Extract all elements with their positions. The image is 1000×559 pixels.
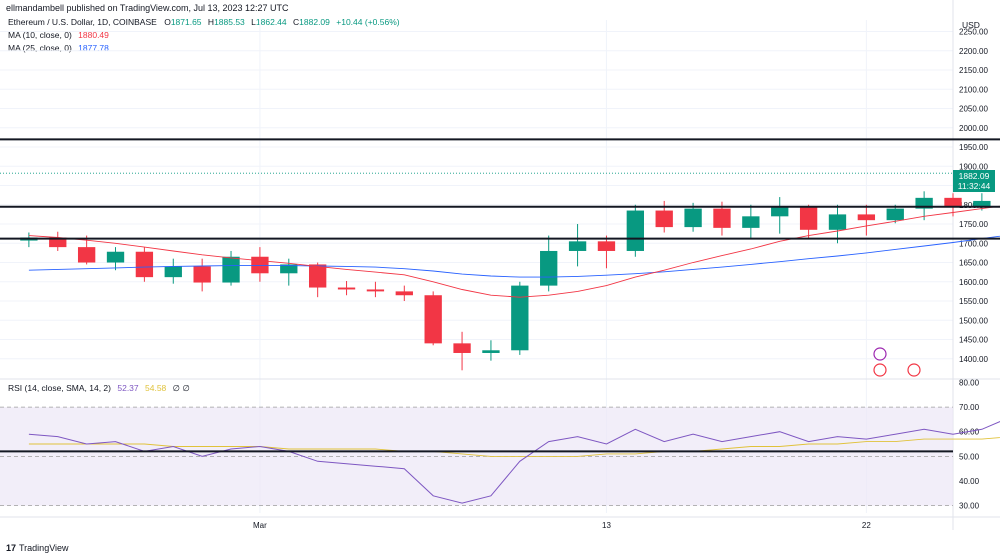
candle-body: [106, 251, 125, 263]
open-value: 1871.65: [170, 17, 202, 27]
flash-event-icon: [873, 347, 887, 361]
candle-body: [309, 264, 327, 288]
candle-body: [799, 206, 818, 230]
rsi-tick-label: 70.00: [959, 403, 980, 412]
ma10-line: [28, 205, 1000, 298]
candle-body: [49, 237, 67, 248]
us-flag-event-icon: [907, 363, 921, 377]
ma25-value: 1877.78: [78, 43, 109, 53]
candle-body: [135, 251, 154, 278]
candle-body: [771, 206, 789, 217]
candle-body: [395, 291, 413, 296]
rsi-tick-label: 80.00: [959, 378, 980, 387]
candle-body: [568, 241, 587, 251]
price-tick-label: 1650.00: [959, 259, 988, 268]
candle-body: [597, 241, 616, 251]
high-label: H: [207, 17, 215, 27]
ma25-line: [28, 235, 1000, 278]
candle-body: [828, 214, 847, 230]
price-tick-label: 1400.00: [959, 355, 988, 364]
close-value: 1882.09: [299, 17, 330, 27]
last-price-tag: 1882.09 11:32:44: [953, 170, 995, 192]
candle-body: [280, 264, 298, 274]
rsi-sma-line: [28, 437, 1000, 457]
candle-body: [973, 200, 991, 207]
candle-body: [857, 214, 876, 221]
rsi-sma-value: 54.58: [145, 383, 167, 393]
close-label: C: [293, 17, 300, 27]
candle-body: [511, 285, 529, 351]
price-tick-label: 1450.00: [959, 336, 988, 345]
price-tick-label: 1750.00: [959, 220, 988, 229]
countdown-timer: 11:32:44: [957, 181, 991, 191]
low-label: L: [251, 17, 256, 27]
rsi-line: [28, 420, 1000, 504]
price-tick-label: 2200.00: [959, 47, 988, 56]
ma25-label: MA (25, close, 0): [8, 43, 72, 53]
candle-body: [366, 289, 385, 292]
price-tick-label: 1550.00: [959, 297, 988, 306]
price-tick-label: 1600.00: [959, 278, 988, 287]
price-tick-label: 1500.00: [959, 316, 988, 325]
last-price-value: 1882.09: [958, 171, 990, 181]
price-tick-label: 2050.00: [959, 105, 988, 114]
ma10-label: MA (10, close, 0): [8, 30, 72, 40]
candle-body: [164, 266, 182, 278]
candle-body: [713, 208, 731, 228]
price-tick-label: 1900.00: [959, 162, 988, 171]
candle-body: [77, 247, 96, 263]
rsi-tick-label: 30.00: [959, 502, 980, 511]
date-tick-label: Mar: [253, 521, 267, 530]
candle-body: [915, 197, 933, 209]
candle-body: [886, 208, 904, 221]
rsi-extra: ∅ ∅: [172, 383, 190, 393]
candle-body: [655, 210, 673, 228]
candle-body: [684, 208, 702, 228]
ma10-legend[interactable]: MA (10, close, 0) 1880.49: [8, 30, 109, 40]
candle-body: [251, 256, 269, 274]
tradingview-watermark[interactable]: 17 TradingView: [6, 543, 69, 553]
candle-body: [482, 350, 500, 353]
candle-body: [453, 343, 471, 353]
candle-body: [337, 287, 356, 290]
currency-label: USD: [962, 20, 980, 30]
symbol-name: Ethereum / U.S. Dollar, 1D, COINBASE: [8, 17, 157, 27]
candle-body: [626, 210, 644, 251]
rsi-tick-label: 40.00: [959, 477, 980, 486]
tradingview-logo-icon: 17: [6, 543, 17, 553]
high-value: 1885.53: [214, 17, 245, 27]
rsi-value: 52.37: [117, 383, 139, 393]
ma10-value: 1880.49: [78, 30, 109, 40]
change-value: +10.44 (+0.56%): [336, 17, 400, 27]
price-tick-label: 1700.00: [959, 239, 988, 248]
rsi-tick-label: 50.00: [959, 452, 980, 461]
symbol-legend: Ethereum / U.S. Dollar, 1D, COINBASE O18…: [8, 17, 400, 27]
brand-name: TradingView: [19, 543, 69, 553]
ma25-legend[interactable]: MA (25, close, 0) 1877.78: [8, 43, 109, 53]
candle-body: [222, 256, 240, 283]
rsi-tick-label: 60.00: [959, 428, 980, 437]
candle-body: [193, 266, 211, 283]
us-flag-event-icon: [873, 363, 887, 377]
price-tick-label: 2100.00: [959, 85, 988, 94]
low-value: 1862.44: [255, 17, 287, 27]
price-tick-label: 1950.00: [959, 143, 988, 152]
candle-body: [742, 216, 760, 228]
price-tick-label: 2150.00: [959, 66, 988, 75]
rsi-legend[interactable]: RSI (14, close, SMA, 14, 2) 52.37 54.58 …: [8, 383, 190, 394]
rsi-label: RSI (14, close, SMA, 14, 2): [8, 383, 111, 393]
publisher-line: ellmandambell published on TradingView.c…: [6, 3, 289, 13]
date-tick-label: 22: [862, 521, 871, 530]
open-label: O: [164, 17, 171, 27]
candle-body: [944, 197, 962, 207]
price-tick-label: 2000.00: [959, 124, 988, 133]
price-tick-label: 2250.00: [959, 28, 988, 37]
candle-body: [540, 250, 558, 286]
candle-body: [424, 295, 442, 344]
date-tick-label: 13: [602, 521, 611, 530]
